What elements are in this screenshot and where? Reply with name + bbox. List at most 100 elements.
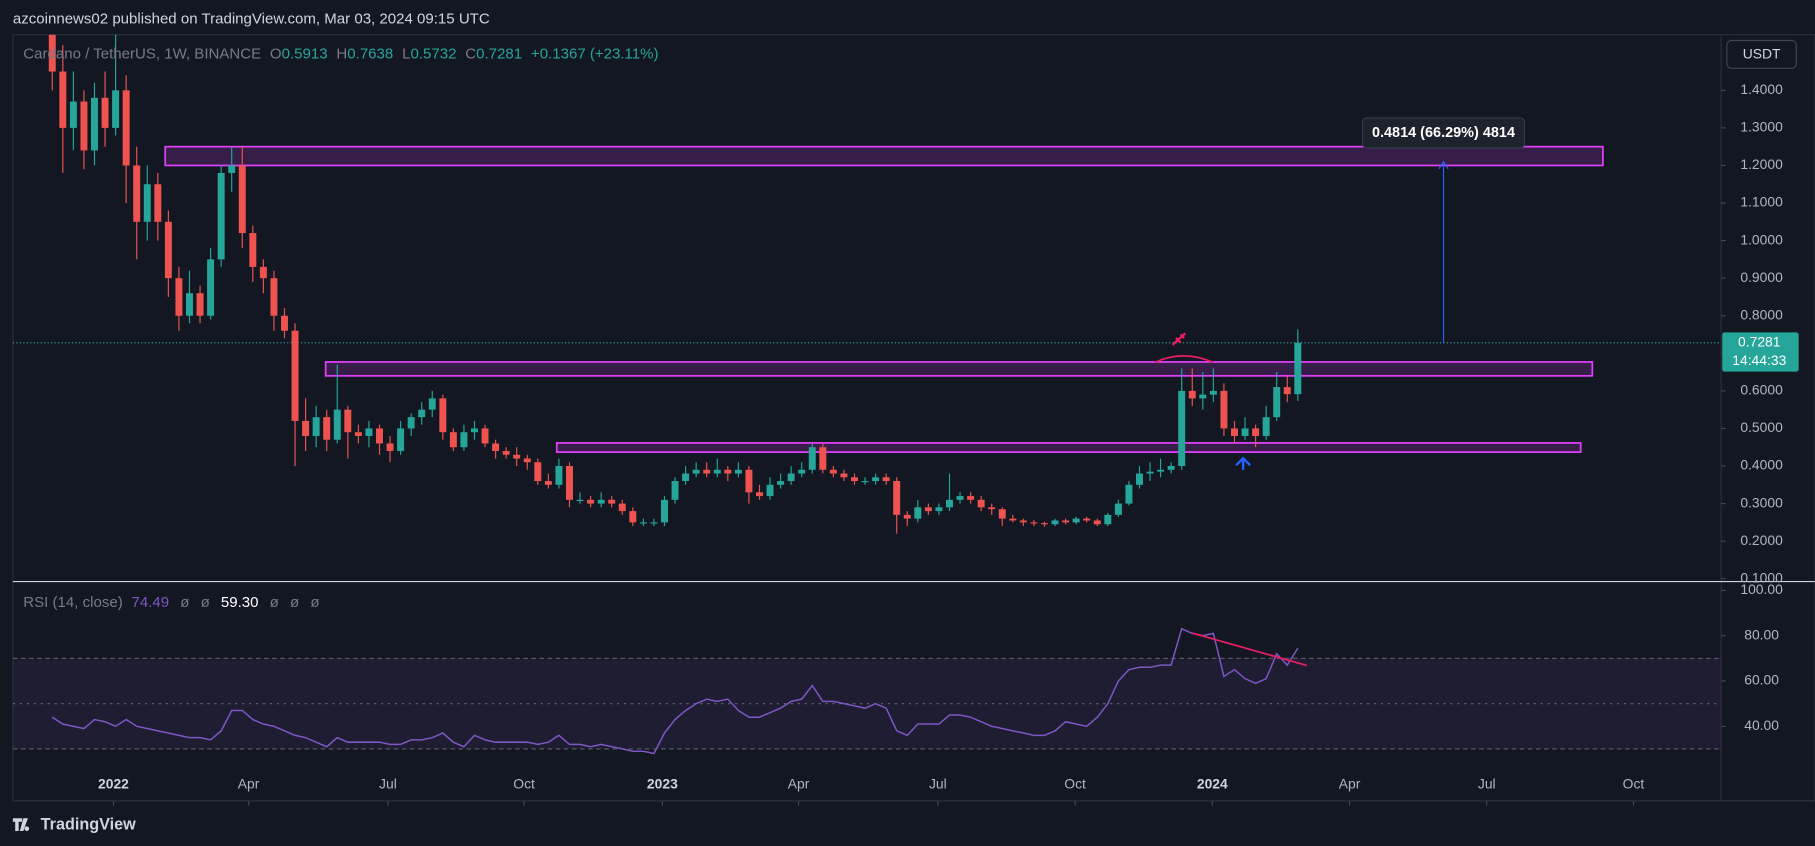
measure-label: 0.4814 (66.29%) 4814	[1372, 125, 1515, 141]
currency-button[interactable]	[1726, 39, 1797, 69]
candle-body	[956, 496, 964, 500]
x-tick-label: Apr	[1339, 775, 1361, 791]
candle-body	[333, 409, 341, 440]
close-value: 0.7281	[476, 45, 522, 62]
currency[interactable]: USDT	[1743, 46, 1781, 62]
measure-arrow	[1438, 160, 1449, 170]
candle-body	[893, 481, 901, 515]
rsi-line	[51, 627, 1299, 755]
rsi-empty: ø	[270, 594, 279, 611]
publish-info: azcoinnews02 published on TradingView.co…	[13, 11, 490, 28]
candle-body	[555, 466, 563, 485]
low-label: L	[402, 45, 410, 62]
rsi-trend-line	[1191, 632, 1308, 667]
axes: 0.10000.20000.30000.40000.50000.60000.70…	[98, 81, 1783, 806]
candle-body	[59, 71, 67, 128]
y-tick-label: 0.4000	[1740, 457, 1783, 473]
y-tick-label: 0.3000	[1740, 494, 1783, 510]
candle-body	[471, 428, 478, 433]
y-tick-label: 1.0000	[1740, 231, 1783, 247]
candle-body	[766, 484, 774, 497]
legend: Cardano / TetherUS, 1W, BINANCE O0.5913 …	[23, 45, 658, 62]
candle-body	[618, 503, 626, 512]
candle-body	[808, 447, 816, 470]
candle-body	[1083, 518, 1091, 521]
open-value: 0.5913	[282, 45, 328, 62]
candle-body	[1294, 342, 1302, 395]
candle-body	[1062, 520, 1070, 523]
candle-body	[734, 469, 742, 474]
candle-body	[1136, 473, 1143, 485]
candle-body	[1273, 387, 1281, 418]
rsi-value: 74.49	[132, 594, 170, 611]
symbol: Cardano / TetherUS, 1W, BINANCE	[23, 45, 261, 62]
candle-body	[977, 499, 985, 508]
x-tick-label: Oct	[1064, 775, 1086, 791]
last-price: 0.7281	[1738, 333, 1781, 349]
rsi-pane	[12, 627, 1722, 755]
rsi-empty: ø	[310, 594, 319, 611]
candle-body	[418, 409, 426, 418]
candle-body	[819, 447, 827, 470]
candle-body	[777, 481, 785, 485]
main-pane	[12, 34, 1722, 534]
candle-body	[513, 454, 521, 459]
change: +0.1367 (+23.11%)	[531, 45, 659, 62]
candle-body	[1167, 466, 1175, 470]
candle-body	[281, 315, 288, 331]
candle-body	[998, 509, 1006, 519]
candle-body	[608, 499, 616, 504]
candle-body	[217, 172, 225, 260]
candle-body	[1125, 484, 1133, 504]
low-value: 0.5732	[410, 45, 456, 62]
candle-body	[1262, 417, 1270, 436]
candle-body	[650, 522, 658, 524]
candle-body	[481, 428, 489, 444]
x-tick-label: Oct	[1623, 775, 1645, 791]
candle-body	[439, 398, 447, 433]
candle-body	[48, 34, 56, 72]
candle-body	[302, 420, 310, 436]
y-tick-label: 0.2000	[1740, 532, 1783, 548]
rsi-empty: ø	[180, 594, 189, 611]
candle-body	[80, 101, 88, 151]
measure-label-box	[1361, 117, 1526, 149]
candle-body	[798, 469, 806, 474]
candle-body	[397, 428, 405, 451]
top-arc	[1154, 355, 1214, 364]
candle-body	[1093, 520, 1101, 525]
candle-body	[1178, 390, 1186, 467]
candle-body	[1241, 428, 1249, 436]
candle-body	[1199, 394, 1207, 399]
candle-body	[344, 409, 352, 433]
candle-body	[861, 481, 869, 483]
y-tick-label: 1.1000	[1740, 194, 1783, 210]
pencil-icon	[1171, 332, 1187, 346]
candle-body	[376, 428, 383, 444]
candle-body	[713, 469, 721, 474]
candle-body	[692, 469, 700, 474]
candle-body	[851, 477, 858, 482]
candle-body	[101, 97, 109, 128]
candle-body	[988, 507, 996, 510]
x-tick-label: Oct	[513, 775, 535, 791]
candle-body	[323, 417, 331, 440]
candle-body	[175, 278, 183, 316]
header: Cardano / TetherUS, 1W, BINANCE O0.5913 …	[23, 45, 658, 611]
brand-logo	[12, 818, 30, 831]
countdown: 14:44:33	[1732, 352, 1786, 368]
rsi-ma-value: 59.30	[221, 594, 259, 611]
candle-body	[270, 278, 278, 316]
candle-body	[1188, 390, 1196, 399]
candle-body	[502, 450, 510, 455]
candle-body	[154, 184, 162, 222]
candle-body	[428, 398, 436, 410]
last-price-box	[1722, 332, 1799, 372]
candle-body	[365, 428, 373, 436]
x-tick-label: Jul	[929, 775, 947, 791]
y-tick-label: 0.9000	[1740, 269, 1783, 285]
candle-body	[133, 165, 141, 222]
candle-body	[249, 233, 257, 267]
